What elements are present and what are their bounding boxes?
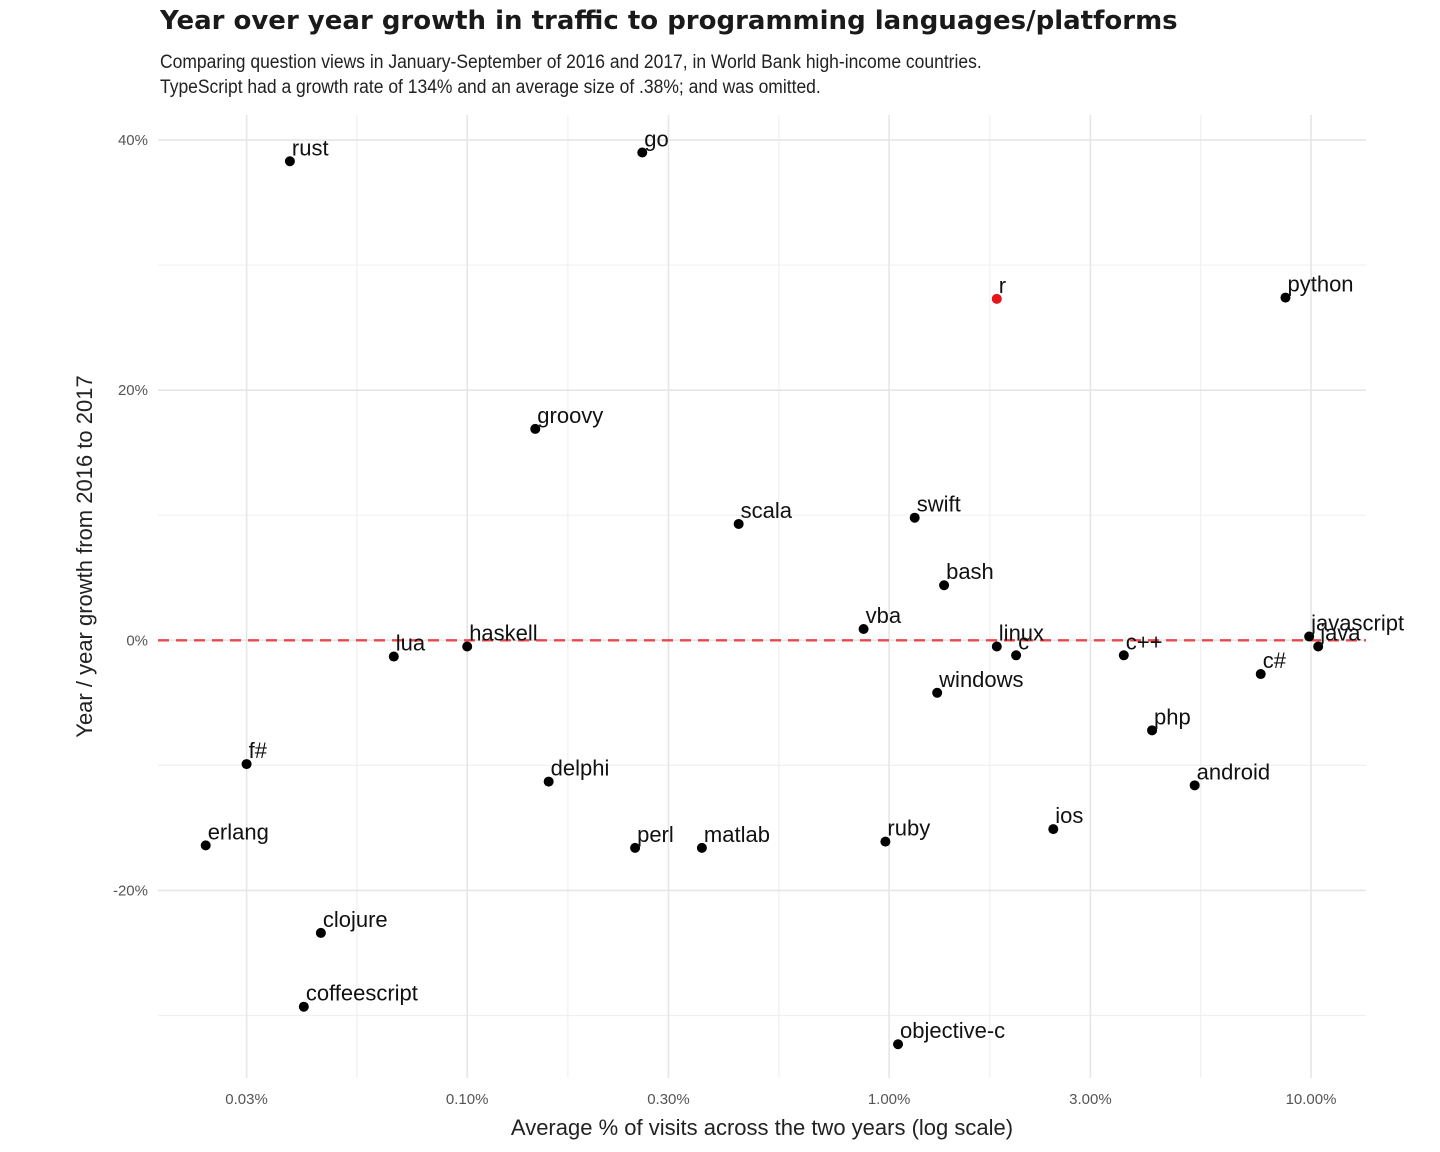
point-ruby: [880, 836, 891, 847]
label-c-: c#: [1263, 648, 1287, 673]
point-javascript: [1304, 631, 1315, 642]
x-tick-label: 0.03%: [225, 1091, 268, 1108]
point-windows: [932, 687, 943, 698]
label-rust: rust: [292, 135, 329, 160]
point-lua: [388, 651, 399, 662]
chart-subtitle: TypeScript had a growth rate of 134% and…: [160, 77, 821, 98]
label-matlab: matlab: [704, 822, 770, 847]
point-haskell: [462, 641, 473, 652]
point-c: [1011, 650, 1022, 661]
label-ios: ios: [1055, 803, 1083, 828]
label-go: go: [644, 127, 668, 152]
point-coffeescript: [298, 1001, 309, 1012]
point-python: [1280, 292, 1291, 303]
point-rust: [284, 156, 295, 167]
label-python: python: [1287, 272, 1353, 297]
label-javascript: javascript: [1310, 611, 1404, 636]
point-matlab: [696, 842, 707, 853]
point-delphi: [543, 776, 554, 787]
chart-subtitle: Comparing question views in January-Sept…: [160, 52, 982, 73]
point-bash: [939, 580, 950, 591]
label-c-: c++: [1126, 629, 1163, 654]
point-scala: [733, 518, 744, 529]
grid-lines: [158, 115, 1366, 1078]
point-r: [991, 293, 1002, 304]
label-coffeescript: coffeescript: [306, 981, 418, 1006]
x-tick-label: 3.00%: [1069, 1091, 1112, 1108]
point-perl: [630, 842, 641, 853]
label-scala: scala: [741, 498, 793, 523]
label-objective-c: objective-c: [900, 1018, 1005, 1043]
axis-ticks: 0.03% 0.10% 0.30% 1.00% 3.00% 10.00% 40% 20% 0% -…: [113, 132, 1336, 1108]
y-tick-label: 20%: [118, 382, 148, 399]
label-windows: windows: [938, 667, 1023, 692]
label-android: android: [1197, 759, 1270, 784]
point-php: [1147, 725, 1158, 736]
point-ios: [1048, 824, 1059, 835]
point-f-: [241, 759, 252, 770]
y-axis-title: Year / year growth from 2016 to 2017: [72, 375, 97, 737]
point-swift: [909, 512, 920, 523]
label-haskell: haskell: [469, 621, 537, 646]
point-go: [637, 147, 648, 158]
point-objective-c: [893, 1039, 904, 1050]
point-android: [1189, 780, 1200, 791]
label-linux: linux: [999, 621, 1044, 646]
point-vba: [858, 624, 869, 635]
point-c-: [1118, 650, 1129, 661]
x-tick-label: 0.10%: [446, 1091, 489, 1108]
label-f-: f#: [249, 738, 268, 763]
point-java: [1313, 641, 1324, 652]
point-c-: [1255, 669, 1266, 680]
label-delphi: delphi: [551, 756, 610, 781]
label-java: java: [1319, 621, 1361, 646]
x-tick-label: 1.00%: [868, 1091, 911, 1108]
label-c: c: [1018, 629, 1029, 654]
label-r: r: [999, 273, 1006, 298]
label-erlang: erlang: [208, 819, 269, 844]
x-tick-label: 0.30%: [647, 1091, 690, 1108]
label-perl: perl: [637, 822, 674, 847]
label-groovy: groovy: [537, 403, 603, 428]
label-bash: bash: [946, 559, 994, 584]
point-erlang: [200, 840, 211, 851]
data-points: [200, 147, 1324, 1050]
x-axis-title: Average % of visits across the two years…: [511, 1115, 1013, 1140]
y-tick-label: 0%: [126, 632, 148, 649]
label-lua: lua: [396, 631, 426, 656]
label-ruby: ruby: [887, 816, 930, 841]
point-linux: [991, 641, 1002, 652]
point-clojure: [315, 927, 326, 938]
label-clojure: clojure: [323, 907, 388, 932]
label-vba: vba: [866, 603, 902, 628]
label-php: php: [1154, 704, 1191, 729]
y-tick-label: -20%: [113, 882, 148, 899]
x-tick-label: 10.00%: [1286, 1091, 1337, 1108]
chart-title: Year over year growth in traffic to prog…: [160, 6, 1178, 36]
label-swift: swift: [917, 492, 961, 517]
point-groovy: [530, 423, 541, 434]
y-tick-label: 40%: [118, 132, 148, 149]
point-labels: rust go r python groovy scala swift bash vba java…: [208, 127, 1404, 1044]
